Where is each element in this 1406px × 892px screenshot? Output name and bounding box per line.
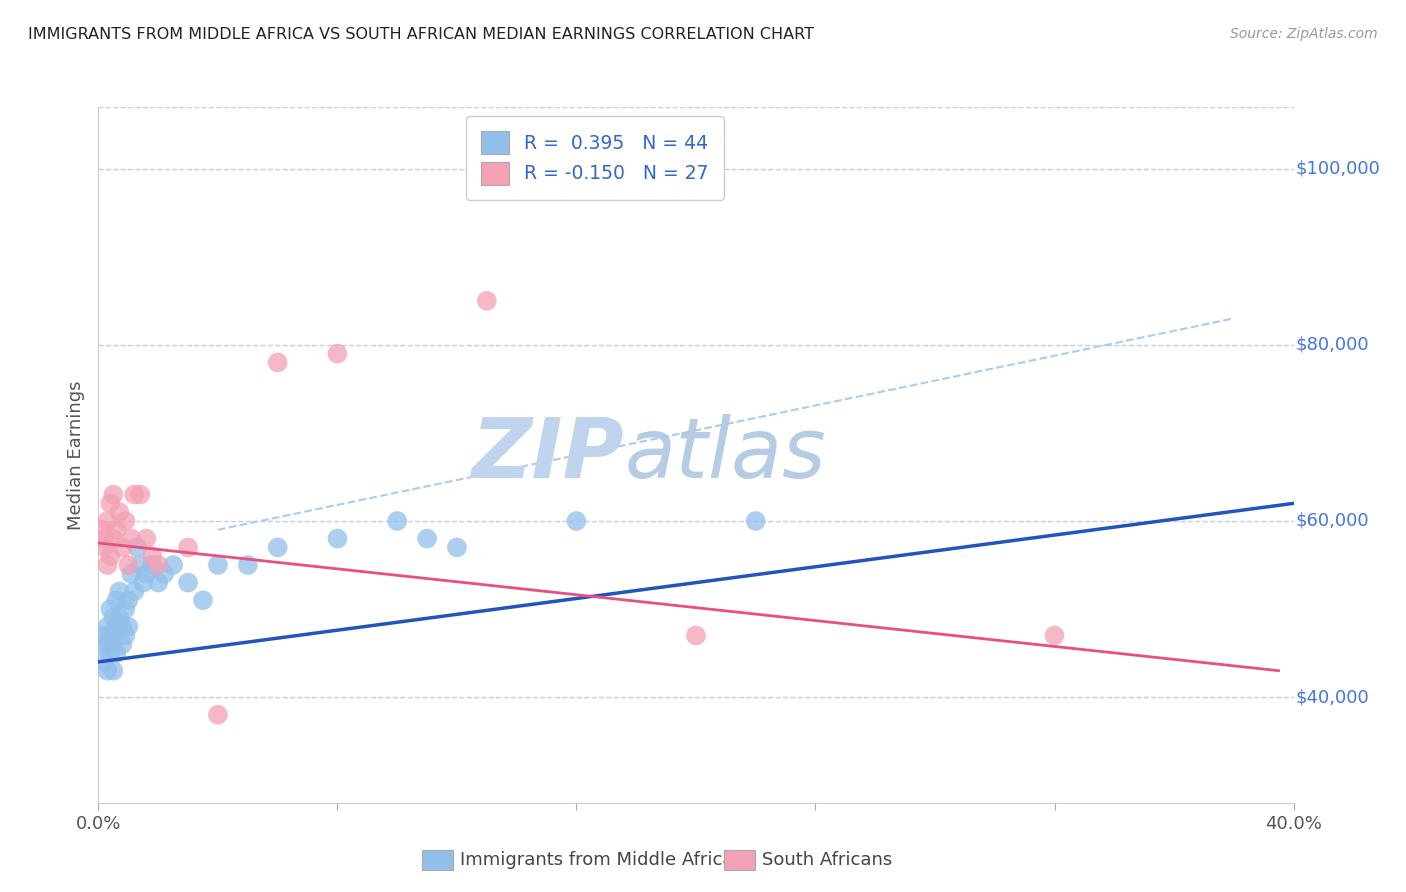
- Point: [93, 655, 115, 669]
- Point: [96, 620, 118, 634]
- Text: $100,000: $100,000: [1296, 160, 1381, 178]
- Point: [124, 584, 146, 599]
- Point: [105, 646, 128, 660]
- Point: [191, 593, 214, 607]
- Point: [132, 575, 155, 590]
- Point: [114, 602, 136, 616]
- Text: IMMIGRANTS FROM MIDDLE AFRICA VS SOUTH AFRICAN MEDIAN EARNINGS CORRELATION CHART: IMMIGRANTS FROM MIDDLE AFRICA VS SOUTH A…: [28, 27, 814, 42]
- Point: [98, 549, 122, 564]
- Point: [111, 541, 134, 555]
- Point: [565, 514, 588, 528]
- Point: [93, 628, 115, 642]
- Text: ZIP: ZIP: [471, 415, 624, 495]
- Point: [475, 293, 498, 308]
- Point: [153, 566, 176, 581]
- Point: [148, 558, 170, 572]
- Point: [141, 558, 163, 572]
- Point: [98, 496, 122, 510]
- Point: [108, 584, 131, 599]
- Point: [177, 541, 200, 555]
- Point: [98, 628, 122, 642]
- Point: [446, 541, 468, 555]
- Point: [108, 611, 131, 625]
- Point: [103, 611, 125, 625]
- Point: [117, 620, 139, 634]
- Point: [96, 558, 118, 572]
- Text: Source: ZipAtlas.com: Source: ZipAtlas.com: [1230, 27, 1378, 41]
- Point: [207, 707, 229, 722]
- Point: [207, 558, 229, 572]
- Text: South Africans: South Africans: [762, 851, 893, 869]
- Point: [114, 514, 136, 528]
- Point: [93, 541, 115, 555]
- Point: [117, 593, 139, 607]
- Point: [96, 637, 118, 651]
- Point: [90, 523, 112, 537]
- Point: [141, 549, 163, 564]
- Point: [267, 355, 290, 369]
- Legend: R =  0.395   N = 44, R = -0.150   N = 27: R = 0.395 N = 44, R = -0.150 N = 27: [467, 117, 724, 200]
- Point: [111, 637, 134, 651]
- Point: [326, 532, 349, 546]
- Point: [127, 541, 149, 555]
- Point: [162, 558, 184, 572]
- Point: [105, 620, 128, 634]
- Point: [103, 532, 125, 546]
- Point: [267, 541, 290, 555]
- Point: [135, 532, 157, 546]
- Point: [135, 566, 157, 581]
- Point: [177, 575, 200, 590]
- Text: $60,000: $60,000: [1296, 512, 1369, 530]
- Point: [90, 637, 112, 651]
- Point: [120, 566, 142, 581]
- Point: [105, 523, 128, 537]
- Point: [120, 532, 142, 546]
- Point: [236, 558, 259, 572]
- Point: [326, 346, 349, 360]
- Point: [114, 628, 136, 642]
- Point: [98, 646, 122, 660]
- Point: [98, 602, 122, 616]
- Text: $80,000: $80,000: [1296, 335, 1369, 354]
- Point: [117, 558, 139, 572]
- Point: [103, 487, 125, 501]
- Point: [108, 505, 131, 519]
- Text: atlas: atlas: [624, 415, 825, 495]
- Point: [685, 628, 707, 642]
- Point: [129, 487, 152, 501]
- Point: [96, 514, 118, 528]
- Point: [105, 593, 128, 607]
- Point: [745, 514, 768, 528]
- Point: [96, 664, 118, 678]
- Point: [124, 487, 146, 501]
- Text: Immigrants from Middle Africa: Immigrants from Middle Africa: [460, 851, 734, 869]
- Point: [148, 575, 170, 590]
- Point: [111, 620, 134, 634]
- Y-axis label: Median Earnings: Median Earnings: [66, 380, 84, 530]
- Point: [103, 637, 125, 651]
- Text: $40,000: $40,000: [1296, 688, 1369, 706]
- Point: [103, 664, 125, 678]
- Point: [416, 532, 439, 546]
- Point: [129, 558, 152, 572]
- Point: [385, 514, 409, 528]
- Point: [1043, 628, 1066, 642]
- Point: [93, 532, 115, 546]
